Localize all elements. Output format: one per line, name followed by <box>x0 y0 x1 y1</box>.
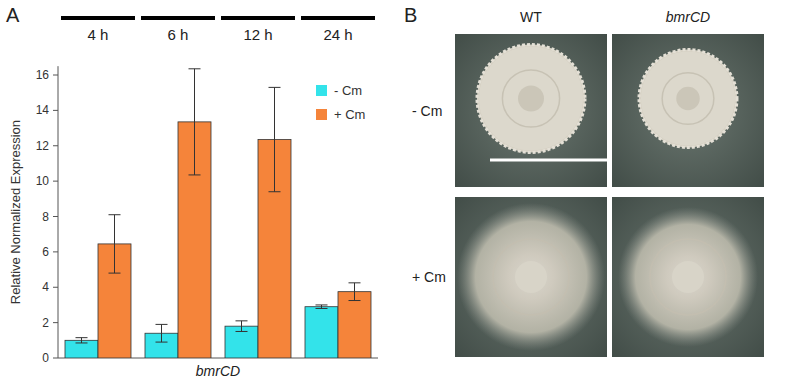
bar <box>305 307 338 358</box>
y-tick <box>53 75 58 76</box>
y-tick <box>53 110 58 111</box>
group-bar <box>301 16 375 20</box>
y-tick <box>53 216 58 217</box>
error-stem <box>321 305 322 309</box>
error-cap <box>76 337 88 338</box>
colony-ring <box>650 239 726 315</box>
y-tick-label: 8 <box>42 210 49 224</box>
error-bar <box>109 215 121 273</box>
category-label: 12 h <box>243 26 272 43</box>
error-bar <box>76 338 88 343</box>
legend-label: + Cm <box>334 107 365 122</box>
error-cap <box>156 324 168 325</box>
y-tick-label: 14 <box>36 103 50 117</box>
y-tick <box>53 181 58 182</box>
error-cap <box>269 87 281 88</box>
colony-edge <box>477 45 585 153</box>
colony-ring <box>502 70 559 127</box>
error-cap <box>236 331 248 332</box>
error-bar <box>349 283 361 301</box>
y-tick-label: 16 <box>36 68 50 82</box>
error-bar <box>236 321 248 332</box>
colony <box>641 52 735 146</box>
y-tick-label: 10 <box>36 174 50 188</box>
column-label: bmrCD <box>666 9 710 25</box>
error-cap <box>76 342 88 343</box>
plate-photo <box>612 34 764 187</box>
colony-ring <box>662 73 714 125</box>
y-tick-label: 0 <box>42 351 49 365</box>
legend-swatch <box>316 85 327 96</box>
error-cap <box>189 68 201 69</box>
y-tick <box>53 145 58 146</box>
error-bar <box>189 69 201 175</box>
error-stem <box>161 324 162 342</box>
error-cap <box>349 300 361 301</box>
error-cap <box>269 191 281 192</box>
colony-ring <box>493 239 569 315</box>
group-bar <box>141 16 215 20</box>
error-cap <box>316 304 328 305</box>
y-axis-label: Relative Normalized Expression <box>8 120 23 304</box>
plate-photo <box>455 197 607 357</box>
legend-label: - Cm <box>334 83 362 98</box>
colony-center <box>672 261 704 293</box>
error-cap <box>189 174 201 175</box>
x-axis-label: bmrCD <box>196 363 240 379</box>
colony-center <box>518 86 544 112</box>
error-stem <box>354 283 355 301</box>
error-stem <box>81 338 82 343</box>
group-bar <box>221 16 295 20</box>
figure: A 4 h 6 h 12 h 24 h 0 2 4 6 8 10 12 14 16 Relative Nor… <box>0 0 800 382</box>
bars <box>65 69 371 358</box>
colony-edge <box>639 50 737 148</box>
error-stem <box>241 321 242 332</box>
row-label: + Cm <box>412 269 446 285</box>
error-cap <box>109 214 121 215</box>
panel-label: A <box>6 4 20 26</box>
error-stem <box>274 87 275 191</box>
panel-label: B <box>404 4 417 26</box>
y-tick-label: 4 <box>42 280 49 294</box>
scale-bar <box>490 159 610 162</box>
error-bar <box>269 87 281 191</box>
y-tick <box>53 287 58 288</box>
bar <box>65 340 98 358</box>
error-stem <box>114 215 115 273</box>
y-tick <box>53 322 58 323</box>
y-tick <box>53 251 58 252</box>
error-cap <box>236 320 248 321</box>
colony-center <box>515 261 547 293</box>
y-tick <box>53 358 58 359</box>
plate-photo <box>612 197 764 357</box>
category-label: 6 h <box>168 26 189 43</box>
row-label: - Cm <box>412 103 442 119</box>
column-label: WT <box>520 9 542 25</box>
colony <box>457 203 605 351</box>
group-bar <box>61 16 135 20</box>
plate-photo <box>455 34 607 187</box>
error-bar <box>316 305 328 309</box>
category-label: 24 h <box>323 26 352 43</box>
error-cap <box>316 308 328 309</box>
colony <box>479 47 583 151</box>
error-cap <box>109 273 121 274</box>
legend-swatch <box>316 109 327 120</box>
y-tick-label: 12 <box>36 139 50 153</box>
error-cap <box>156 342 168 343</box>
y-tick-label: 6 <box>42 245 49 259</box>
colony <box>618 207 758 347</box>
category-label: 4 h <box>88 26 109 43</box>
error-cap <box>349 282 361 283</box>
colony-center <box>676 87 700 111</box>
error-bar <box>156 324 168 342</box>
bar <box>338 292 371 358</box>
y-tick-label: 2 <box>42 316 49 330</box>
error-stem <box>194 69 195 175</box>
